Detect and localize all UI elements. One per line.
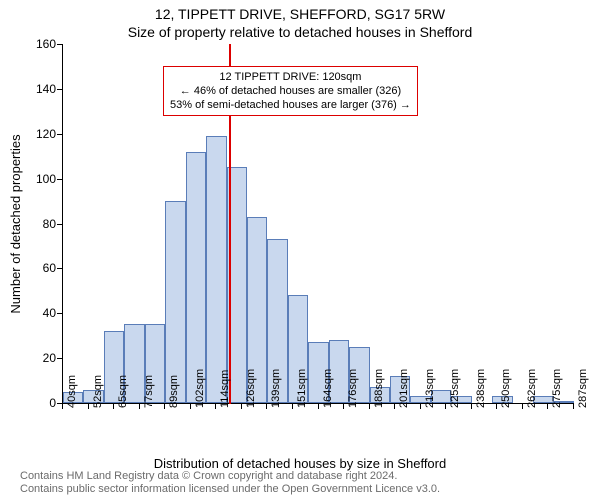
- y-tick-label: 160: [0, 38, 56, 50]
- x-tick-mark: [190, 404, 191, 409]
- histogram-bar: [206, 136, 226, 403]
- x-tick-mark: [547, 404, 548, 409]
- x-tick-label: 238sqm: [475, 369, 487, 408]
- x-tick-label: 65sqm: [117, 375, 129, 408]
- info-box-line-3: 53% of semi-detached houses are larger (…: [170, 98, 411, 112]
- x-tick-label: 102sqm: [194, 369, 206, 408]
- x-tick-mark: [471, 404, 472, 409]
- x-tick-mark: [266, 404, 267, 409]
- y-tick-mark: [57, 44, 62, 45]
- x-tick-mark: [445, 404, 446, 409]
- x-tick-label: 176sqm: [347, 369, 359, 408]
- info-box: 12 TIPPETT DRIVE: 120sqm← 46% of detache…: [163, 66, 418, 116]
- y-tick-mark: [57, 134, 62, 135]
- y-tick-label: 80: [0, 218, 56, 230]
- x-tick-mark: [292, 404, 293, 409]
- x-tick-label: 213sqm: [424, 369, 436, 408]
- info-box-line-2: ← 46% of detached houses are smaller (32…: [170, 84, 411, 98]
- x-tick-mark: [496, 404, 497, 409]
- x-tick-label: 40sqm: [66, 375, 78, 408]
- x-tick-label: 201sqm: [398, 369, 410, 408]
- x-tick-mark: [394, 404, 395, 409]
- x-tick-label: 225sqm: [449, 369, 461, 408]
- x-tick-label: 151sqm: [296, 369, 308, 408]
- x-tick-mark: [139, 404, 140, 409]
- x-tick-mark: [420, 404, 421, 409]
- histogram-bar: [186, 152, 206, 403]
- histogram-bar: [165, 201, 185, 403]
- y-tick-label: 100: [0, 173, 56, 185]
- y-tick-label: 60: [0, 262, 56, 274]
- y-tick-label: 120: [0, 128, 56, 140]
- x-tick-mark: [88, 404, 89, 409]
- footer-line-1: Contains HM Land Registry data © Crown c…: [20, 470, 600, 483]
- x-tick-mark: [241, 404, 242, 409]
- x-tick-mark: [113, 404, 114, 409]
- chart-container: 12, TIPPETT DRIVE, SHEFFORD, SG17 5RW Si…: [0, 0, 600, 500]
- x-tick-mark: [573, 404, 574, 409]
- x-tick-mark: [343, 404, 344, 409]
- x-tick-label: 164sqm: [322, 369, 334, 408]
- x-tick-label: 188sqm: [373, 369, 385, 408]
- x-tick-mark: [318, 404, 319, 409]
- chart-wrap: Number of detached properties 12 TIPPETT…: [0, 44, 600, 444]
- x-tick-mark: [215, 404, 216, 409]
- title-sub: Size of property relative to detached ho…: [0, 24, 600, 40]
- x-tick-label: 275sqm: [551, 369, 563, 408]
- x-axis-label: Distribution of detached houses by size …: [0, 456, 600, 471]
- x-tick-mark: [164, 404, 165, 409]
- footer-line-2: Contains public sector information licen…: [20, 483, 600, 496]
- y-tick-mark: [57, 179, 62, 180]
- plot-area: 12 TIPPETT DRIVE: 120sqm← 46% of detache…: [62, 44, 574, 404]
- x-tick-label: 126sqm: [245, 369, 257, 408]
- x-tick-label: 77sqm: [143, 375, 155, 408]
- x-tick-label: 89sqm: [168, 375, 180, 408]
- x-tick-label: 52sqm: [92, 375, 104, 408]
- y-tick-mark: [57, 224, 62, 225]
- y-tick-mark: [57, 358, 62, 359]
- x-tick-mark: [62, 404, 63, 409]
- x-tick-label: 139sqm: [270, 369, 282, 408]
- x-tick-label: 114sqm: [219, 370, 231, 408]
- x-tick-label: 262sqm: [526, 369, 538, 408]
- y-tick-mark: [57, 313, 62, 314]
- y-tick-label: 0: [0, 397, 56, 409]
- x-tick-mark: [522, 404, 523, 409]
- y-tick-mark: [57, 268, 62, 269]
- y-tick-label: 20: [0, 352, 56, 364]
- info-box-line-1: 12 TIPPETT DRIVE: 120sqm: [170, 70, 411, 84]
- footer-attribution: Contains HM Land Registry data © Crown c…: [0, 470, 600, 496]
- x-tick-label: 250sqm: [500, 369, 512, 408]
- y-tick-mark: [57, 89, 62, 90]
- x-tick-label: 287sqm: [577, 369, 589, 408]
- x-tick-mark: [369, 404, 370, 409]
- y-tick-label: 40: [0, 307, 56, 319]
- title-main: 12, TIPPETT DRIVE, SHEFFORD, SG17 5RW: [0, 6, 600, 22]
- y-tick-label: 140: [0, 83, 56, 95]
